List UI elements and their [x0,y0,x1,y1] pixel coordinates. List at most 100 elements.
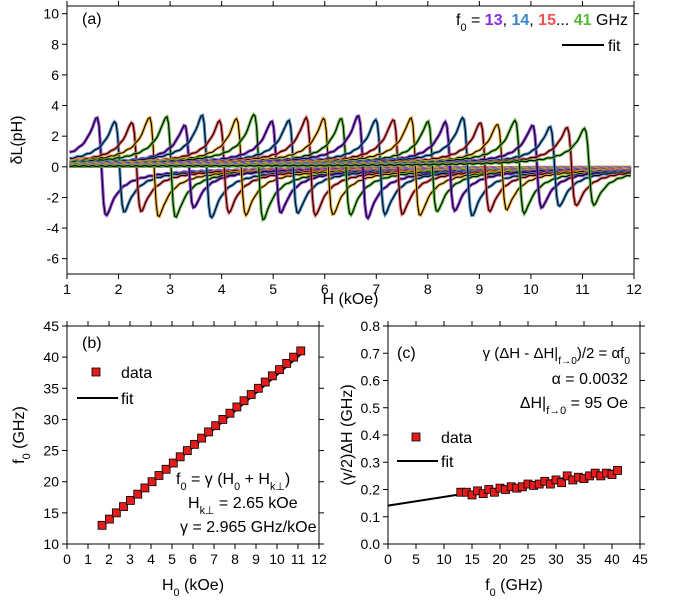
panel-a-label: (a) [82,11,102,28]
panel-b-gamma-value: γ = 2.965 GHz/kOe [180,519,317,536]
panel-b-x-tick-label: 3 [126,551,134,567]
panel-c-x-tick-label: 10 [436,551,452,567]
panel-c-y-axis-label: (γ/2)ΔH (GHz) [339,384,356,485]
panel-b-y-tick-label: 40 [43,349,59,365]
panel-a-x-tick-label: 8 [424,281,432,297]
panel-b-y-tick-label: 35 [43,380,59,396]
panel-b-data-point [232,402,242,412]
panel-b-x-axis-label: H0 (kOe) [162,577,224,599]
panel-c-x-tick-label: 25 [520,551,536,567]
panel-b-data-point [211,421,221,431]
panel-c-equation: γ (ΔH - ΔH|f→0)/2 = αf0 [483,345,631,367]
panel-b-data-point [197,433,207,443]
panel-a-y-tick-label: 6 [51,67,59,83]
panel-c-x-axis-label: f0 (GHz) [485,577,543,599]
panel-a-x-tick-label: 4 [218,281,226,297]
panel-a-x-tick-label: 10 [523,281,539,297]
panel-b-x-tick-label: 12 [311,551,327,567]
panel-a-x-tick-label: 9 [475,281,483,297]
panel-c-y-tick-label: 0.0 [361,536,381,552]
panel-c-y-tick-label: 0.8 [361,318,381,334]
panel-b-data-point [275,365,284,375]
panel-b-data-point [97,520,107,530]
panel-b-data-point [140,483,150,493]
panel-c-y-tick-label: 0.1 [361,509,381,525]
panel-b-data-point [105,514,114,524]
panel-b-y-tick-label: 20 [43,474,59,490]
panel-b-y-axis-label: f0 (GHz) [11,406,33,464]
panel-b-data-point [147,477,157,487]
panel-a-x-tick-label: 11 [575,281,590,297]
panel-b-x-tick-label: 10 [269,551,285,567]
panel-c-y-tick-label: 0.5 [361,400,381,416]
panel-b-y-tick-label: 10 [43,536,59,552]
panel-b-x-tick-label: 6 [189,551,197,567]
panel-c-x-tick-label: 20 [492,551,508,567]
panel-b-data-point [260,377,270,387]
panel-b-data-point [126,495,135,505]
panel-c-label: (c) [397,345,416,362]
panel-b-data-point [161,464,171,474]
panel-a-x-axis-label: H (kOe) [323,291,379,308]
panel-a-y-tick-label: 4 [51,98,59,114]
panel-b-data-point [282,358,292,368]
panel-c-legend-fit-label: fit [441,454,454,471]
panel-b-x-tick-label: 2 [105,551,113,567]
panel-c-x-tick-label: 0 [384,551,392,567]
panel-c-legend-marker [411,432,421,442]
panel-b-data-point [267,371,277,381]
panel-b-x-tick-label: 9 [252,551,260,567]
panel-b-x-tick-label: 5 [168,551,176,567]
panel-c-x-tick-label: 45 [632,551,648,567]
panel-b-data-point [246,390,256,399]
panel-a-y-tick-label: 10 [43,6,59,22]
panel-a-x-tick-label: 2 [115,281,123,297]
panel-c-x-tick-label: 40 [604,551,620,567]
panel-a-y-tick-label: -2 [47,189,60,205]
panel-c-x-tick-label: 5 [412,551,420,567]
panel-c-data-point [613,466,622,475]
panel-a-y-tick-label: 8 [51,36,59,52]
panel-b-x-tick-label: 11 [291,551,306,567]
panel-c-x-tick-label: 30 [548,551,564,567]
panel-b-data-point [154,471,164,480]
panel-a-x-tick-label: 7 [372,281,380,297]
panel-a-x-tick-label: 1 [63,281,71,297]
panel-b-data-point [239,396,249,406]
panel-b-data-point [119,502,128,512]
panel-b-data-point [225,408,235,418]
panel-c-y-tick-label: 0.2 [361,482,381,498]
panel-a-x-tick-label: 5 [269,281,277,297]
panel-a-legend-fit-label: fit [608,38,621,55]
panel-a-y-tick-label: -4 [47,220,60,236]
panel-a-series-41GHz-fit [69,127,631,207]
panel-b-legend-marker [91,367,101,377]
panel-b-legend-fit-label: fit [121,391,134,408]
panel-b-data-point [204,427,213,437]
panel-b-hk-value: Hk⊥ = 2.65 kOe [188,495,298,517]
panel-b-label: (b) [82,335,102,352]
panel-c-y-tick-label: 0.4 [361,427,381,443]
panel-a-x-tick-label: 6 [321,281,329,297]
panel-b-equation: f0 = γ (H0 + Hk⊥) [176,471,290,493]
panel-b-data-point [133,489,143,499]
panel-c-x-tick-label: 35 [576,551,592,567]
panel-b-x-tick-label: 7 [210,551,218,567]
panel-b-data-point [182,446,192,455]
panel-c-x-tick-label: 15 [464,551,480,567]
panel-b-data-point [190,439,199,449]
panel-b-x-tick-label: 4 [147,551,155,567]
panel-a-frame [66,5,635,275]
panel-c-dh0-value: ΔH|f→0 = 95 Oe [520,395,628,417]
panel-c-y-tick-label: 0.7 [361,345,381,361]
panel-b-data-point [289,352,298,362]
panel-a-y-tick-label: -6 [47,251,60,267]
panel-b-data-point [218,415,228,424]
panel-b-y-tick-label: 15 [43,505,59,521]
panel-b-y-tick-label: 45 [43,318,59,334]
panel-a-y-tick-label: 2 [51,128,59,144]
panel-a-plot-area [69,112,632,223]
panel-a-x-tick-label: 3 [166,281,174,297]
panel-c-y-tick-label: 0.3 [361,454,381,470]
